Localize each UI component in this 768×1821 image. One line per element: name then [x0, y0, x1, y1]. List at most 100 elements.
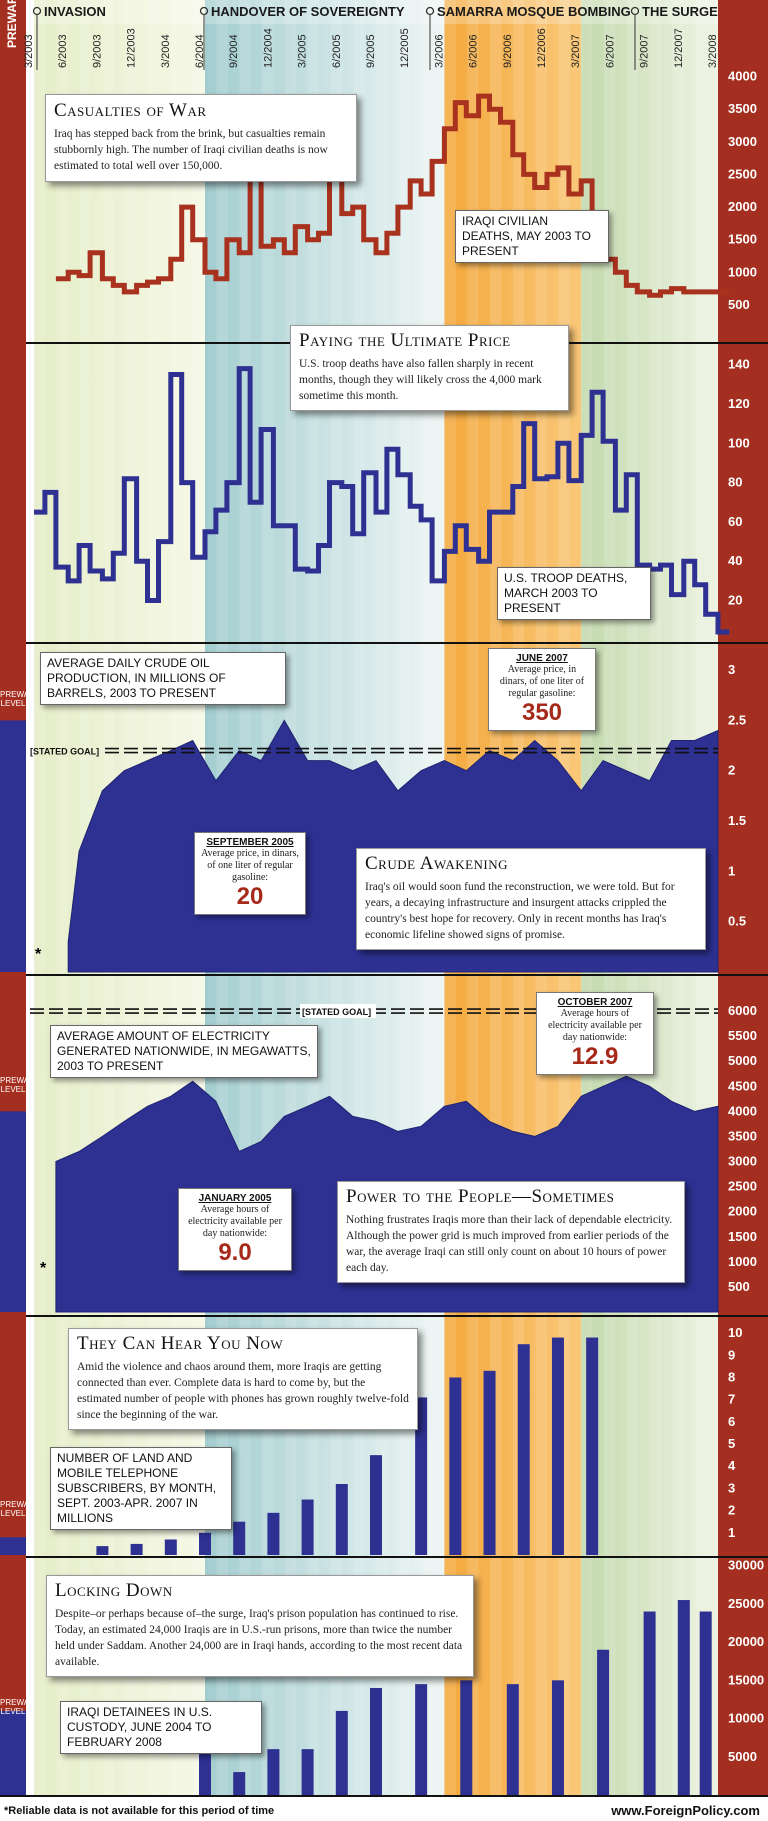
prison-prewar-block	[0, 1710, 26, 1795]
phones-bar	[335, 1483, 348, 1555]
phones-ytick: 4	[728, 1458, 736, 1473]
phones-box: They Can Hear You Now Amid the violence …	[68, 1328, 418, 1430]
troops-text: U.S. troop deaths have also fallen sharp…	[299, 358, 542, 402]
phones-bar	[483, 1370, 496, 1555]
oil-callout-a-value: 20	[236, 883, 264, 910]
phones-title: They Can Hear You Now	[77, 1333, 284, 1354]
civilian-label: IRAQI CIVILIAN DEATHS, MAY 2003 TO PRESE…	[455, 210, 609, 263]
phones-ytick: 3	[728, 1480, 735, 1495]
power-callout-a-text: Average hours of electricity available p…	[188, 1204, 282, 1239]
power-ytick: 4000	[728, 1103, 757, 1118]
power-ytick: 2000	[728, 1204, 757, 1219]
power-ytick: 4500	[728, 1078, 757, 1093]
phones-ytick: 2	[728, 1503, 735, 1518]
prison-title: Locking Down	[55, 1580, 173, 1601]
phones-ytick: 8	[728, 1369, 735, 1384]
site-credit: www.ForeignPolicy.com	[611, 1803, 760, 1818]
phones-bar	[267, 1512, 280, 1555]
troops-ytick: 40	[728, 553, 742, 568]
power-text: Nothing frustrates Iraqis more than thei…	[346, 1214, 673, 1274]
era-marker-icon	[32, 6, 42, 16]
right-axis-bar	[718, 0, 768, 1796]
troops-ytick: 20	[728, 593, 742, 608]
power-star: *	[40, 1260, 47, 1277]
phones-bar	[130, 1543, 143, 1555]
phones-text: Amid the violence and chaos around them,…	[77, 1361, 409, 1421]
date-tick-6: 9/2004	[228, 34, 240, 68]
power-ytick: 3500	[728, 1128, 757, 1143]
oil-title: Crude Awakening	[365, 853, 509, 874]
phones-prewar-block	[0, 1537, 26, 1555]
phones-prewar-label: PREWAR LEVEL	[0, 1500, 35, 1518]
power-callout-jan2005: JANUARY 2005 Average hours of electricit…	[178, 1188, 292, 1271]
oil-ytick: 1	[728, 863, 735, 878]
civilian-ytick: 2500	[728, 166, 757, 181]
prison-bar	[460, 1680, 473, 1795]
era-header-strip	[26, 0, 718, 24]
oil-callout-b-value: 350	[521, 699, 563, 726]
prison-bar	[335, 1710, 348, 1795]
date-tick-16: 3/2007	[570, 34, 582, 68]
power-callout-a-head: JANUARY 2005	[198, 1193, 272, 1204]
power-ytick: 5500	[728, 1028, 757, 1043]
footnote: *Reliable data is not available for this…	[4, 1805, 275, 1817]
troops-label: U.S. TROOP DEATHS, MARCH 2003 TO PRESENT	[497, 567, 651, 620]
prison-ytick: 5000	[728, 1749, 757, 1764]
phones-ytick: 7	[728, 1392, 735, 1407]
date-tick-2: 9/2003	[91, 34, 103, 68]
power-prewar-label: PREWAR LEVEL	[0, 1076, 35, 1094]
civilian-ytick: 3000	[728, 134, 757, 149]
oil-star: *	[35, 946, 42, 963]
date-tick-17: 6/2007	[604, 34, 616, 68]
power-label: AVERAGE AMOUNT OF ELECTRICITY GENERATED …	[50, 1025, 318, 1078]
prison-bar	[415, 1684, 428, 1795]
prison-bar	[370, 1687, 382, 1795]
power-ytick: 1000	[728, 1254, 757, 1269]
prison-ytick: 20000	[728, 1634, 764, 1649]
era-label-prewar: PREWAR	[5, 0, 19, 48]
era-marker-icon	[425, 6, 435, 16]
oil-callout-b-text: Average price, in dinars, of one liter o…	[499, 664, 585, 699]
troops-ytick: 80	[728, 475, 742, 490]
era-marker-icon	[630, 6, 640, 16]
prison-bar	[267, 1749, 280, 1795]
date-tick-7: 12/2004	[262, 28, 274, 68]
phones-ytick: 5	[728, 1436, 735, 1451]
prison-ytick: 10000	[728, 1711, 764, 1726]
era-marker-icon	[199, 6, 209, 16]
power-prewar-block	[0, 1111, 26, 1312]
oil-prewar-label: PREWAR LEVEL	[0, 690, 35, 708]
phones-bar	[586, 1337, 599, 1555]
oil-callout-a-text: Average price, in dinars, of one liter o…	[201, 848, 299, 883]
prison-bar	[597, 1649, 610, 1795]
oil-box: Crude Awakening Iraq's oil would soon fu…	[356, 848, 706, 950]
prison-bar	[199, 1752, 211, 1795]
phones-bar	[517, 1344, 530, 1555]
date-tick-8: 3/2005	[297, 34, 309, 68]
date-tick-15: 12/2006	[536, 28, 548, 68]
date-tick-1: 6/2003	[57, 34, 69, 68]
oil-ytick: 0.5	[728, 914, 746, 929]
date-tick-10: 9/2005	[365, 34, 377, 68]
power-callout-oct2007: OCTOBER 2007 Average hours of electricit…	[536, 992, 654, 1075]
power-ytick: 3000	[728, 1154, 757, 1169]
oil-ytick: 2	[728, 763, 735, 778]
month-stripe	[56, 0, 69, 1796]
date-tick-14: 9/2006	[502, 34, 514, 68]
power-ytick: 2500	[728, 1179, 757, 1194]
phones-label: NUMBER OF LAND AND MOBILE TELEPHONE SUBS…	[50, 1447, 232, 1530]
oil-ytick: 3	[728, 662, 735, 677]
troops-line	[34, 366, 730, 635]
prison-label: IRAQI DETAINEES IN U.S. CUSTODY, JUNE 20…	[60, 1701, 262, 1754]
civilian-ytick: 1500	[728, 232, 757, 247]
prison-ytick: 25000	[728, 1596, 764, 1611]
troops-ytick: 60	[728, 514, 742, 529]
date-tick-11: 12/2005	[399, 28, 411, 68]
phones-bar	[233, 1521, 246, 1555]
casualties-text: Iraq has stepped back from the brink, bu…	[54, 128, 328, 172]
prison-bar	[506, 1684, 519, 1795]
oil-ytick: 2.5	[728, 712, 746, 727]
era-label-2: HANDOVER OF SOVEREIGNTY	[211, 4, 405, 19]
power-callout-b-text: Average hours of electricity available p…	[548, 1008, 642, 1043]
